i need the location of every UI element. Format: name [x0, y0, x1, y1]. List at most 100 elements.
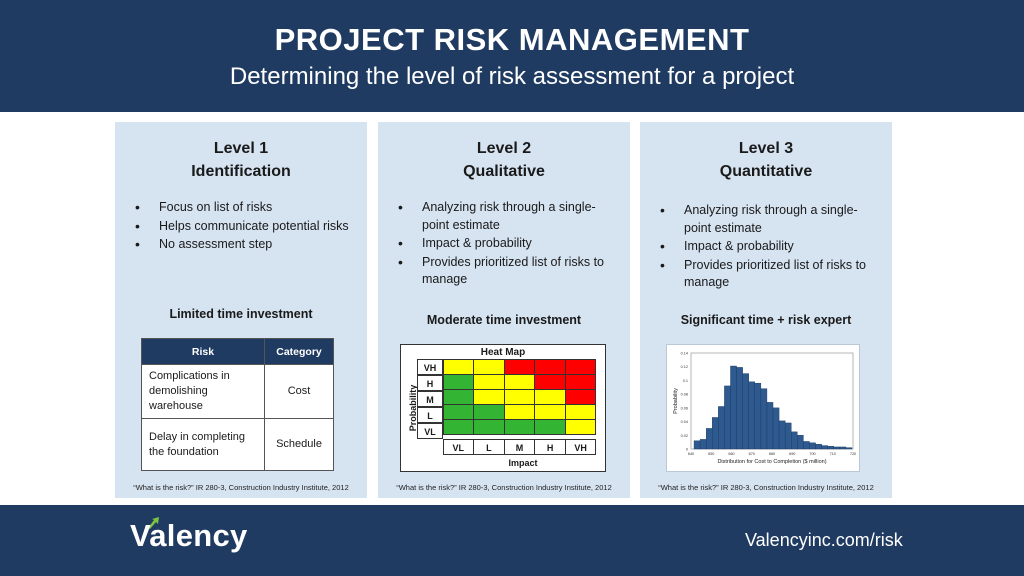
level-2-heading: Level 2 — [476, 140, 532, 157]
heat-map-cell — [534, 388, 566, 405]
level-1-investment: Limited time investment — [169, 307, 313, 321]
website-link[interactable]: Valencyinc.com/risk — [745, 530, 903, 550]
level-3-investment: Significant time + risk expert — [680, 313, 852, 327]
histogram-bar — [803, 441, 810, 450]
histogram-bar — [809, 442, 816, 450]
histogram-bar — [845, 447, 853, 450]
heat-map-col-labels: VL L M H VH — [442, 438, 597, 455]
risk-cell: Complications in demolishing warehouse — [141, 364, 265, 419]
histogram-bar — [705, 428, 713, 450]
heat-map-col-label: L — [473, 438, 505, 455]
heat-map-cell — [534, 418, 566, 435]
histogram-svg: 0 0.02 0.04 0.06 0.08 0.1 0.12 0.14 640 650 660 670… — [673, 352, 856, 466]
x-axis-label: Distribution for Cost to Completion ($ m… — [717, 459, 826, 465]
heat-map-col-label: VH — [564, 438, 597, 455]
heat-map-grid — [442, 358, 597, 435]
cost-distribution-chart: 0 0.02 0.04 0.06 0.08 0.1 0.12 0.14 640 650 660 670… — [666, 344, 860, 472]
logo-arrow-icon — [148, 517, 159, 529]
histogram-bar — [724, 385, 731, 450]
heat-map-row-label: L — [417, 407, 443, 423]
level-3-bullets: Analyzing risk through a single-point es… — [658, 202, 880, 292]
bullet-item: Helps communicate potential risks — [133, 218, 355, 236]
level-2-subheading: Qualitative — [463, 163, 545, 180]
x-tick-label: 710 — [830, 452, 836, 456]
bullet-item: Analyzing risk through a single-point es… — [396, 199, 618, 234]
heat-map-cell — [442, 388, 475, 405]
page-title: PROJECT RISK MANAGEMENT — [274, 22, 750, 57]
histogram-bar — [821, 445, 828, 450]
heat-map-row-label: VH — [417, 359, 443, 375]
histogram-bar — [693, 440, 701, 450]
histogram-bar — [718, 406, 725, 450]
bullet-item: Focus on list of risks — [133, 199, 355, 217]
level-1-heading: Level 1 — [213, 140, 269, 157]
histogram-bar — [772, 407, 780, 450]
heat-map-cell — [503, 418, 536, 435]
level-1-panel: Level 1 Identification Focus on list of … — [115, 122, 367, 498]
heat-map-cell — [503, 403, 536, 420]
heat-map-cell — [473, 418, 505, 435]
x-tick-label: 720 — [850, 452, 856, 456]
table-row: Complications in demolishing warehouse C… — [141, 364, 334, 419]
x-tick-label: 670 — [749, 452, 755, 456]
histogram-bar — [766, 402, 774, 450]
histogram-bar — [791, 431, 798, 450]
bullet-item: Analyzing risk through a single-point es… — [658, 202, 880, 237]
histogram-bar — [754, 382, 762, 450]
level-1-citation: “What is the risk?” IR 280-3, Constructi… — [133, 483, 349, 492]
category-cell: Cost — [264, 364, 334, 419]
x-tick-label: 700 — [809, 452, 815, 456]
histogram-bar — [833, 446, 841, 450]
histogram-bar — [815, 443, 822, 450]
histogram-bar — [784, 422, 792, 450]
heat-map-title: Heat Map — [480, 347, 526, 358]
heat-map-row-label: H — [417, 375, 443, 391]
level-2-panel: Level 2 Qualitative Analyzing risk throu… — [378, 122, 630, 498]
category-column-header: Category — [264, 338, 334, 365]
heat-map-cell — [442, 403, 475, 420]
histogram-bar — [778, 420, 786, 450]
histogram-bar — [730, 365, 737, 450]
heat-map-col-label: M — [503, 438, 536, 455]
heat-map-cell — [473, 358, 505, 375]
heat-map-cell — [503, 388, 536, 405]
histogram-bar — [760, 388, 768, 450]
heat-map-row — [442, 418, 597, 435]
y-axis-label: Probability — [673, 388, 679, 414]
histogram-bar — [699, 439, 707, 450]
level-3-citation: “What is the risk?” IR 280-3, Constructi… — [658, 483, 874, 492]
risk-cell: Delay in completing the foundation — [141, 418, 265, 471]
heat-map-row — [442, 388, 597, 405]
x-tick-label: 640 — [688, 452, 694, 456]
level-2-investment: Moderate time investment — [426, 313, 582, 327]
histogram-bar — [827, 446, 834, 450]
y-tick-label: 0 — [686, 448, 688, 452]
heat-map-cell — [442, 418, 475, 435]
level-1-title: Level 1 Identification — [115, 122, 367, 183]
heat-map-cell — [534, 358, 566, 375]
heat-map-row-label: VL — [417, 423, 443, 439]
heat-map-x-label: Impact — [508, 458, 538, 468]
page-footer — [0, 505, 1024, 576]
y-tick-label: 0.08 — [681, 393, 688, 397]
heat-map-cell — [473, 403, 505, 420]
heat-map-col-label: VL — [442, 438, 475, 455]
heat-map-cell — [442, 358, 475, 375]
page-header: PROJECT RISK MANAGEMENT Determining the … — [0, 0, 1024, 112]
heat-map-cell — [564, 388, 597, 405]
x-tick-label: 690 — [789, 452, 795, 456]
y-tick-label: 0.06 — [681, 406, 688, 410]
heat-map-cell — [442, 373, 475, 390]
histogram-bar — [797, 435, 804, 450]
heat-map-row-label: M — [417, 391, 443, 407]
heat-map-cell — [473, 388, 505, 405]
level-3-heading: Level 3 — [738, 140, 794, 157]
category-cell: Schedule — [264, 418, 334, 471]
heat-map-row — [442, 403, 597, 420]
level-1-bullets: Focus on list of risks Helps communicate… — [133, 199, 355, 254]
heat-map-cell — [564, 403, 597, 420]
level-2-bullets: Analyzing risk through a single-point es… — [396, 199, 618, 289]
heat-map-cell — [473, 373, 505, 390]
y-tick-label: 0.02 — [681, 434, 688, 438]
risk-table: Risk Category Complications in demolishi… — [141, 338, 334, 471]
